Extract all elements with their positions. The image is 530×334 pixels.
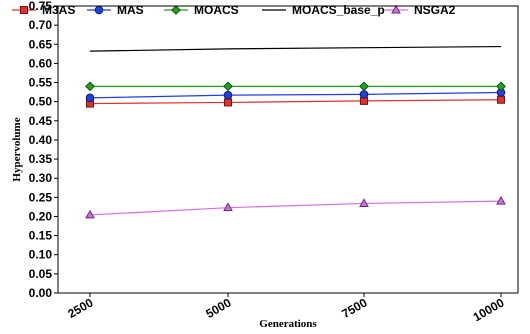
legend-label: MAS [117, 3, 144, 17]
y-axis-ticks: 0.00 0.05 0.10 0.15 0.20 0.25 0.30 0.35 0.40 0.45… [29, 0, 58, 300]
data-point-marker [496, 81, 506, 92]
series-line [89, 91, 502, 99]
x-axis-title: Generations [259, 318, 317, 330]
series-group [85, 45, 506, 219]
y-tick-label: 0.35 [29, 152, 53, 166]
data-point-marker [223, 90, 233, 100]
data-point-marker [85, 81, 95, 92]
y-axis-title: Hypervolume [11, 117, 23, 181]
y-tick-label: 0.45 [29, 114, 53, 128]
series-moacs [85, 81, 506, 92]
y-tick-label: 0.70 [29, 18, 53, 32]
y-tick-label: 0.75 [29, 0, 53, 13]
data-point-marker [224, 98, 232, 107]
x-tick-label: 10000 [471, 295, 507, 324]
y-tick-label: 0.25 [29, 190, 53, 204]
y-tick-label: 0.30 [29, 171, 53, 185]
legend-item-nsga2: NSGA2 [384, 3, 456, 17]
data-point-marker [496, 195, 506, 205]
x-tick-label: 7500 [339, 295, 369, 321]
data-point-marker [497, 95, 505, 104]
y-tick-label: 0.15 [29, 229, 53, 243]
y-tick-label: 0.05 [29, 267, 53, 281]
legend-item-moacs: MOACS [164, 3, 239, 17]
legend-item-mas: MAS [87, 3, 144, 17]
data-point-marker [359, 90, 369, 99]
y-tick-label: 0.10 [29, 248, 53, 262]
legend-swatch-marker [94, 5, 104, 15]
legend-label: MOACS_base_p [292, 3, 385, 17]
data-point-marker [359, 81, 369, 92]
legend: M3AS MAS MOACS MOACS_base_p NSGA2 [12, 3, 456, 17]
legend-label: NSGA2 [414, 3, 456, 17]
plot-area [57, 5, 519, 294]
data-point-marker [359, 198, 369, 207]
series-nsga2 [85, 195, 506, 219]
x-tick-label: 2500 [65, 295, 95, 321]
data-point-marker [223, 81, 233, 92]
legend-swatch-marker [171, 5, 181, 15]
series-moacs-base-p [89, 45, 502, 52]
y-tick-label: 0.65 [29, 37, 53, 51]
series-m3as [86, 95, 505, 108]
series-mas [85, 88, 506, 103]
series-line [89, 200, 502, 216]
data-point-marker [85, 209, 95, 219]
y-tick-label: 0.60 [29, 56, 53, 70]
y-tick-label: 0.00 [29, 286, 53, 300]
y-tick-label: 0.40 [29, 133, 53, 147]
y-tick-label: 0.55 [29, 76, 53, 90]
legend-label: MOACS [194, 3, 239, 17]
x-tick-label: 5000 [203, 295, 233, 321]
legend-swatch-marker [20, 6, 28, 14]
data-point-marker [85, 93, 95, 103]
series-line [89, 45, 502, 52]
series-line [89, 99, 502, 105]
y-tick-label: 0.20 [29, 209, 53, 223]
data-point-marker [223, 202, 233, 212]
legend-item-moacs-base-p: MOACS_base_p [262, 3, 385, 17]
y-tick-label: 0.50 [29, 95, 53, 109]
legend-swatch-marker [391, 4, 401, 14]
